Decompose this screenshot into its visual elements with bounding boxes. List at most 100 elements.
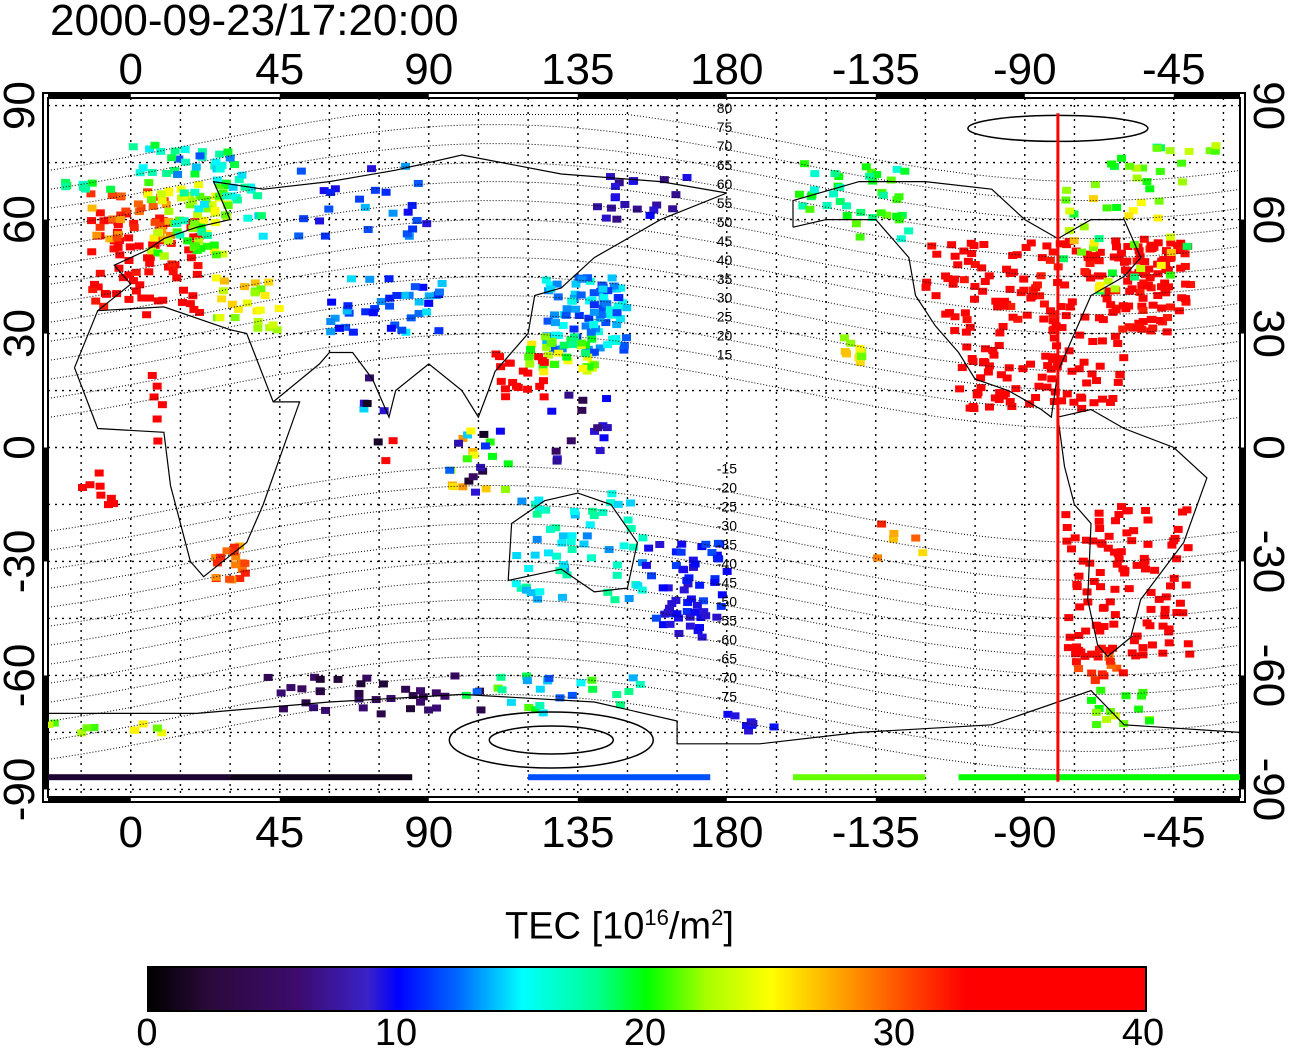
tec-point (508, 378, 518, 386)
tec-point (211, 251, 221, 259)
tec-point (518, 367, 528, 375)
tec-point (1042, 242, 1052, 250)
tec-point (561, 311, 571, 319)
lat-tick-label-left: -60 (0, 644, 44, 708)
tec-point (240, 183, 250, 191)
tec-point (1129, 273, 1139, 281)
tec-point (1062, 537, 1072, 545)
tec-point (1154, 197, 1164, 205)
tec-point (370, 305, 380, 313)
tec-point (559, 561, 569, 569)
tec-point (96, 491, 106, 499)
tec-point (542, 343, 552, 351)
tec-point (61, 183, 71, 191)
lon-tick-label-bottom: 135 (541, 808, 614, 857)
tec-point (941, 310, 951, 318)
tec-point (399, 291, 409, 299)
tec-point (503, 460, 513, 468)
lat-tick-label-left: -30 (0, 530, 44, 594)
tec-point (1116, 154, 1126, 162)
tec-point (1077, 248, 1087, 256)
tec-point (535, 382, 545, 390)
tec-point (196, 245, 206, 253)
tec-point (615, 315, 625, 323)
tec-point (1098, 395, 1108, 403)
tec-point (376, 710, 386, 718)
tec-point (1148, 301, 1158, 309)
tec-point (663, 584, 673, 592)
tec-point (1012, 251, 1022, 259)
tec-point (1057, 397, 1067, 405)
coastline (48, 689, 1241, 745)
tec-point (137, 294, 147, 302)
tec-point (258, 232, 268, 240)
tec-point (1145, 274, 1155, 282)
tec-point (532, 510, 542, 518)
tec-point (541, 333, 551, 341)
tec-point (1103, 277, 1113, 285)
tec-point (1181, 298, 1191, 306)
tec-point (1144, 265, 1154, 273)
tec-point (965, 323, 975, 331)
tec-point (1169, 574, 1179, 582)
tec-point (106, 494, 116, 502)
tec-point (87, 248, 97, 256)
tec-point (1183, 640, 1193, 648)
tec-point (1181, 280, 1191, 288)
tec-point (596, 311, 606, 319)
tec-point (191, 163, 201, 171)
tec-point (577, 406, 587, 414)
tec-point (264, 278, 274, 286)
contour-label: 20 (717, 328, 733, 344)
lon-tick-label-top: 45 (255, 45, 304, 94)
tec-point (230, 314, 240, 322)
tec-point (970, 282, 980, 290)
tec-point (601, 319, 611, 327)
tec-point (1092, 377, 1102, 385)
tec-point (227, 300, 237, 308)
tec-point (900, 167, 910, 175)
lat-tick-label-right: 90 (1244, 81, 1292, 130)
tec-point (274, 305, 284, 313)
tec-point (1035, 292, 1045, 300)
tec-point (690, 608, 700, 616)
tec-point (190, 170, 200, 178)
frame-tick-bar-top (279, 93, 429, 98)
frame-tick-bar-top (577, 93, 727, 98)
tec-point (603, 341, 613, 349)
tec-point (1080, 313, 1090, 321)
tec-point (524, 564, 534, 572)
tec-point (416, 698, 426, 706)
tec-point (962, 316, 972, 324)
tec-point (468, 473, 478, 481)
tec-map: 80 75 70 65 60 55 50 45 40 35 30 25 20 15 -15 -20 -25 -30… (0, 45, 1292, 857)
tec-point (959, 247, 969, 255)
tec-point (479, 430, 489, 438)
tec-point (615, 701, 625, 709)
tec-point (458, 483, 468, 491)
tec-point (567, 532, 577, 540)
tec-point (683, 580, 693, 588)
tec-point (619, 542, 629, 550)
tec-point (1163, 314, 1173, 322)
tec-point (552, 552, 562, 560)
tec-point (86, 190, 96, 198)
tec-point (658, 584, 668, 592)
tec-point (1005, 398, 1015, 406)
tec-point (690, 560, 700, 568)
tec-point (931, 292, 941, 300)
tec-point (1131, 164, 1141, 172)
tec-point (149, 234, 159, 242)
tec-point (1105, 708, 1115, 716)
tec-point (587, 296, 597, 304)
tec-point (1094, 517, 1104, 525)
tec-point (354, 695, 364, 703)
frame-tick-bar-right (1240, 219, 1245, 334)
outer-frame (42, 92, 1246, 803)
tec-point (220, 211, 230, 219)
tec-point (1166, 582, 1176, 590)
tec-point (476, 463, 486, 471)
tec-point (970, 295, 980, 303)
tec-point (174, 155, 184, 163)
tec-point (89, 280, 99, 288)
